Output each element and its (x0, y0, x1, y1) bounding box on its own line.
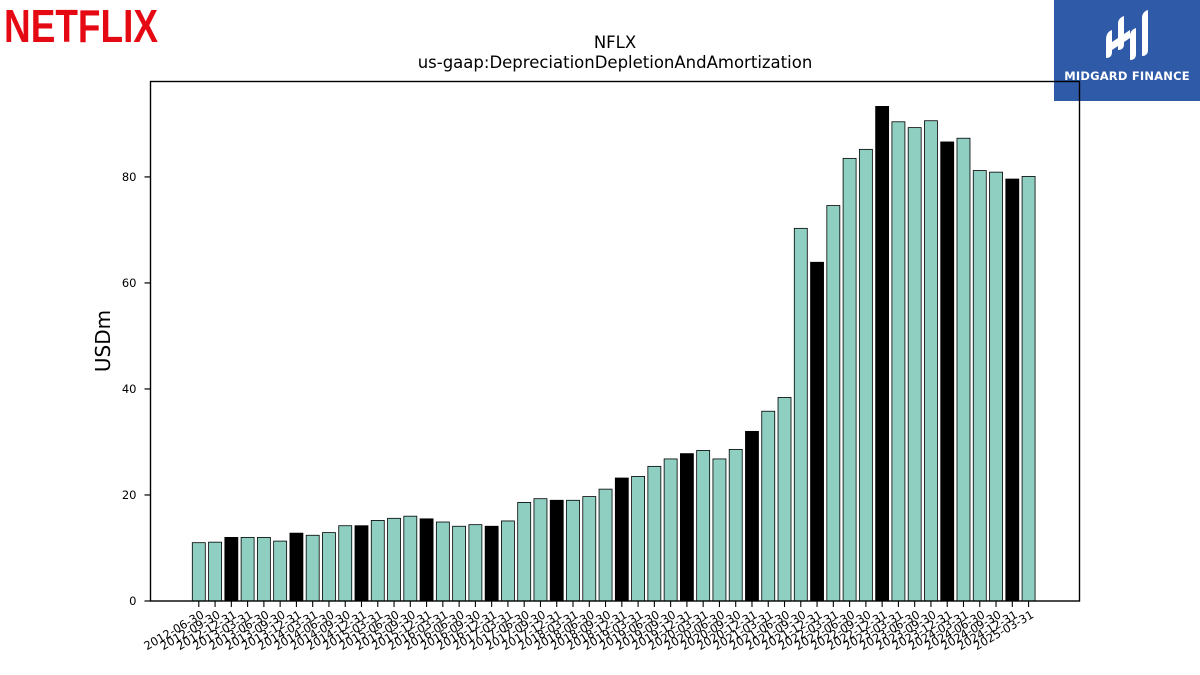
plot-area: 0204060802012-06-302012-09-302012-12-312… (122, 106, 1036, 653)
bar-2022-09-30 (858, 148, 873, 602)
bar-2021-03-31 (761, 410, 776, 602)
bar-2023-03-31 (891, 121, 906, 602)
bar-2016-09-30 (468, 524, 483, 602)
bar-2023-09-30 (924, 120, 938, 602)
bar-2024-03-31 (956, 137, 971, 602)
bar-2024-09-30 (989, 171, 1003, 602)
y-axis-label: USDm (91, 310, 115, 372)
bar-2019-06-30 (647, 465, 662, 602)
bar-2018-06-30 (582, 496, 597, 602)
bar-2015-06-30 (387, 517, 401, 602)
bar-2017-12-31 (549, 499, 564, 602)
bar-2013-03-31 (240, 536, 255, 602)
y-tick-label: 60 (122, 276, 137, 290)
y-tick-label: 0 (129, 594, 136, 608)
bar-2021-06-30 (777, 397, 792, 602)
bar-2021-12-31 (810, 261, 824, 602)
netflix-logo-text: NETFLIX (4, 2, 158, 48)
bar-2024-06-30 (972, 170, 987, 602)
bar-2015-12-31 (419, 518, 434, 602)
bar-2020-12-31 (745, 430, 759, 602)
bar-2022-06-30 (842, 157, 857, 602)
chart-title: NFLX (594, 33, 636, 52)
y-tick-label: 40 (122, 382, 137, 396)
bar-2014-12-31 (354, 525, 369, 602)
bar-2016-12-31 (484, 525, 499, 602)
bar-2017-09-30 (533, 498, 548, 602)
midgard-logo-icon (1106, 10, 1148, 60)
netflix-logo: NETFLIX (4, 2, 158, 48)
bar-2012-06-30 (191, 542, 206, 602)
bar-2014-03-31 (305, 534, 320, 602)
bar-2022-03-31 (826, 205, 841, 602)
bar-2015-03-31 (370, 520, 385, 602)
bar-2014-06-30 (322, 532, 336, 602)
bar-2023-12-31 (940, 141, 955, 602)
bar-2020-09-30 (728, 448, 743, 602)
bar-2017-06-30 (517, 502, 532, 602)
bar-2013-12-31 (289, 532, 304, 602)
bar-2017-03-31 (501, 520, 515, 602)
bar-2020-06-30 (712, 458, 727, 602)
bar-2012-12-31 (224, 536, 239, 602)
bar-2016-06-30 (452, 525, 467, 602)
plot-frame (149, 80, 1081, 602)
bar-2014-09-30 (338, 525, 353, 602)
badge-text: MIDGARD FINANCE (1064, 69, 1190, 83)
bar-2013-09-30 (273, 540, 288, 602)
bar-2021-09-30 (793, 227, 808, 602)
bar-2013-06-30 (256, 536, 271, 602)
y-tick-label: 80 (122, 170, 137, 184)
bar-2018-09-30 (598, 488, 613, 602)
bar-2019-12-31 (680, 453, 694, 602)
bar-2020-03-31 (696, 450, 711, 602)
bar-2025-03-31 (1021, 175, 1036, 602)
chart-subtitle: us-gaap:DepreciationDepletionAndAmortiza… (418, 53, 813, 72)
bar-2015-09-30 (403, 515, 418, 602)
bar-2018-03-31 (566, 499, 580, 602)
bar-2019-03-31 (631, 476, 645, 602)
bar-2012-09-30 (208, 541, 222, 602)
bar-2018-12-31 (614, 477, 629, 602)
bar-2019-09-30 (663, 458, 678, 602)
bar-2023-06-30 (907, 127, 922, 602)
bar-2022-12-31 (875, 106, 890, 602)
bar-2016-03-31 (435, 521, 450, 602)
y-tick-label: 20 (122, 488, 137, 502)
bar-2024-12-31 (1005, 178, 1020, 602)
midgard-finance-badge: MIDGARD FINANCE (1054, 0, 1200, 101)
